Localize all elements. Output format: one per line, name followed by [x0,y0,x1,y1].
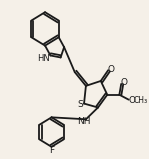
Text: O: O [107,65,114,74]
Text: O: O [129,96,136,105]
Text: F: F [49,146,54,155]
Text: HN: HN [38,54,50,63]
Text: O: O [121,78,128,87]
Text: CH₃: CH₃ [134,96,148,105]
Text: S: S [77,100,83,109]
Text: NH: NH [77,117,91,126]
